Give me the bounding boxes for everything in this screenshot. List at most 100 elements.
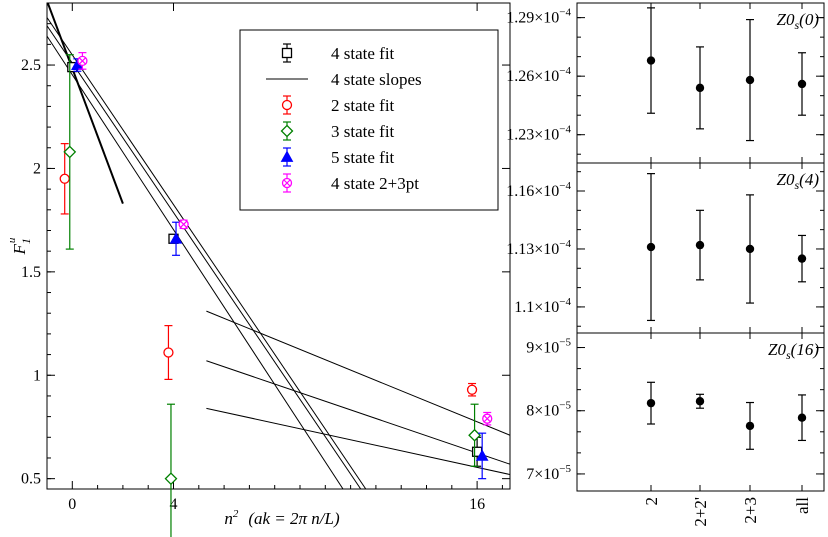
tick-exponent: −5	[559, 337, 571, 349]
slope-line-3	[47, 25, 362, 489]
ylabel-sub: 1	[19, 238, 33, 244]
panel-y-tick-label: 1.1×10−4	[514, 296, 571, 316]
tick-mantissa: 1.13×10	[506, 241, 559, 258]
category-label: all	[793, 497, 812, 514]
panel-title: Z0s(0)	[777, 10, 820, 32]
x-tick-label-4: 4	[170, 496, 178, 513]
panel-data-point-0	[646, 242, 656, 252]
panel-z0s-0: 1.23×10−41.26×10−41.29×10−4 Z0s(0)	[506, 2, 825, 164]
panel-y-tick-label: 7×10−5	[526, 463, 571, 483]
tick-exponent: −4	[559, 65, 571, 77]
slope-line-5	[206, 310, 510, 436]
slope-line-1	[47, 3, 124, 204]
tick-mantissa: 1.29×10	[506, 10, 559, 27]
category-label: 2+2'	[691, 497, 710, 527]
x-tick-label-16: 16	[469, 496, 485, 513]
panel-title-main: Z0	[777, 170, 795, 189]
panel-title: Z0s(4)	[777, 170, 820, 192]
tick-exponent: −4	[559, 7, 571, 19]
panel-y-tick-label: 1.13×10−4	[506, 238, 571, 258]
xlabel-n: n	[224, 509, 233, 528]
legend-marker-circle	[281, 99, 293, 111]
right-x-tick-labels: 2 2+2' 2+3 all	[642, 497, 812, 527]
legend-label: 3 state fit	[331, 122, 395, 141]
tick-mantissa: 8×10	[526, 403, 559, 420]
xlabel-rest: (ak = 2π n/L)	[248, 509, 340, 528]
panel-title-sub: s	[786, 348, 791, 362]
left-axis-ticks: 0 4 16 0.5 1 1.5 2 2.5	[21, 3, 510, 513]
legend-marker-square	[281, 47, 293, 59]
errorbar-diamond-1	[166, 403, 175, 537]
legend-marker-triangle	[280, 150, 294, 162]
left-x-axis-label: n2 (ak = 2π n/L)	[224, 508, 340, 528]
category-label: 2+3	[741, 497, 760, 524]
ylabel-sup: u	[6, 237, 18, 243]
panel-y-tick-label: 1.23×10−4	[506, 124, 571, 144]
left-chart: 0 4 16 0.5 1 1.5 2 2.5 4 state fit 4 state slope…	[6, 2, 511, 537]
tick-mantissa: 1.1×10	[514, 299, 559, 316]
tick-exponent: −4	[559, 180, 571, 192]
tick-mantissa: 9×10	[526, 340, 559, 357]
tick-exponent: −4	[559, 124, 571, 136]
panel-title-sub: s	[795, 18, 800, 32]
panel-title-main: Z0	[768, 340, 786, 359]
legend-items: 4 state fit 4 state slopes 2 state fit 3 st…	[266, 43, 422, 193]
tick-exponent: −4	[559, 238, 571, 250]
legend-label: 4 state slopes	[331, 70, 422, 89]
tick-mantissa: 1.16×10	[506, 183, 559, 200]
y-tick-label: 1.5	[21, 264, 41, 281]
tick-mantissa: 1.23×10	[506, 127, 559, 144]
legend-label: 2 state fit	[331, 96, 395, 115]
panel-title-rest: (0)	[799, 10, 819, 29]
left-plot-frame	[46, 2, 511, 490]
slope-line-7	[206, 407, 510, 476]
left-y-axis-label: F1u	[6, 237, 33, 255]
xlabel-sup: 2	[233, 508, 239, 520]
panel-z0s-16: 7×10−58×10−59×10−5 Z0s(16)	[526, 332, 825, 492]
legend-label: 4 state fit	[331, 44, 395, 63]
panel-data-point-3	[797, 79, 807, 89]
legend-label: 4 state 2+3pt	[331, 174, 419, 193]
panel-title-main: Z0	[777, 10, 795, 29]
y-tick-label: 2.5	[21, 57, 41, 74]
data-point-triangle-2	[475, 449, 489, 461]
panel-data-point-0	[646, 398, 656, 408]
y-tick-label: 1	[33, 367, 41, 384]
slope-line-2	[47, 17, 367, 489]
panel-data-point-3	[797, 254, 807, 263]
data-point-diamond-0	[63, 145, 77, 159]
tick-mantissa: 1.26×10	[506, 68, 559, 85]
slope-line-6	[206, 360, 510, 465]
panel-title-sub: s	[795, 178, 800, 192]
y-tick-label: 2	[33, 160, 41, 177]
x-tick-label-0: 0	[68, 496, 76, 513]
panel-data-point-2	[745, 244, 755, 254]
tick-exponent: −5	[559, 463, 571, 475]
left-slope-lines	[47, 3, 510, 489]
panel-y-tick-label: 1.26×10−4	[506, 65, 571, 85]
panel-title-rest: (4)	[799, 170, 819, 189]
panel-title: Z0s(16)	[768, 340, 819, 362]
data-point-cross-0	[77, 55, 88, 67]
data-point-cross-2-x	[483, 415, 491, 423]
panel-data-point-2	[745, 421, 755, 431]
panel-data-point-2	[745, 75, 755, 85]
panel-data-point-1	[695, 397, 705, 406]
data-point-cross-1-x	[180, 220, 188, 228]
data-point-cross-0-x	[78, 57, 86, 65]
data-point-circle-0	[59, 173, 70, 184]
ylabel-main: F	[10, 243, 29, 255]
data-point-cross-2	[482, 413, 493, 424]
tick-exponent: −5	[559, 400, 571, 412]
panel-data-point-1	[695, 240, 705, 250]
panel-data-point-3	[797, 413, 807, 422]
panel-y-tick-label: 1.16×10−4	[506, 180, 571, 200]
data-point-cross-1	[178, 219, 189, 230]
legend-marker-diamond	[280, 124, 294, 138]
legend-marker-cross	[281, 177, 293, 189]
slope-line-4	[47, 35, 344, 489]
tick-exponent: −4	[559, 296, 571, 308]
left-legend: 4 state fit 4 state slopes 2 state fit 3 st…	[239, 29, 499, 211]
panel-y-tick-label: 8×10−5	[526, 400, 571, 420]
